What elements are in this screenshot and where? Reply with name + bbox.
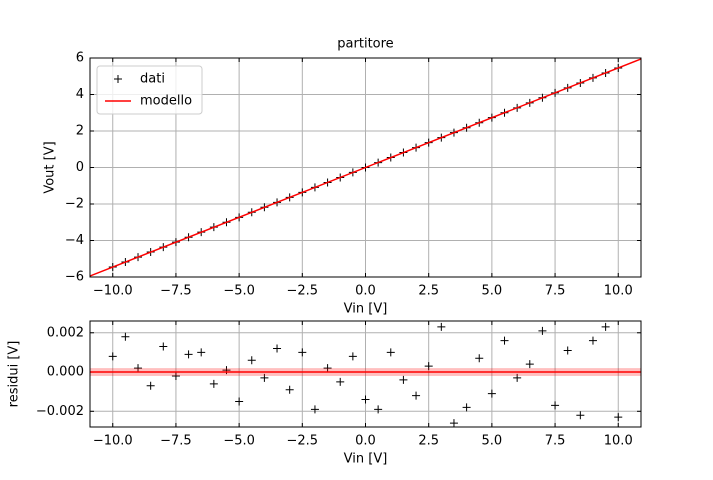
data-point <box>551 401 560 410</box>
y-tick-label: 2 <box>76 124 84 139</box>
data-point <box>412 391 421 400</box>
data-point <box>159 342 168 351</box>
model-line <box>90 58 641 277</box>
x-tick-label: −5.0 <box>223 434 255 449</box>
data-point <box>121 332 130 341</box>
y-axis-label: residui [V] <box>7 341 22 408</box>
x-tick-label: 2.5 <box>418 434 439 449</box>
data-point <box>336 377 345 386</box>
axes-frame <box>89 57 642 278</box>
data-point <box>374 405 383 414</box>
data-point <box>298 348 307 357</box>
y-tick-label: −2 <box>65 197 84 212</box>
data-point <box>361 395 370 404</box>
y-axis-label: Vout [V] <box>43 141 58 193</box>
data-point <box>247 356 256 365</box>
x-tick-label: 10.0 <box>604 434 633 449</box>
data-point <box>538 326 547 335</box>
x-tick-label: 0.0 <box>355 434 376 449</box>
data-point <box>475 354 484 363</box>
data-point <box>348 352 357 361</box>
x-tick-label: −10.0 <box>93 434 133 449</box>
y-tick-label: −6 <box>65 270 84 285</box>
data-point <box>424 362 433 371</box>
plot-area <box>90 322 641 427</box>
plot-area <box>90 58 641 277</box>
data-point <box>197 348 206 357</box>
data-point <box>323 364 332 373</box>
data-point <box>487 389 496 398</box>
data-point <box>235 397 244 406</box>
x-tick-label: −5.0 <box>223 284 255 299</box>
data-point <box>588 336 597 345</box>
data-point <box>449 419 458 427</box>
y-tick-label: 0.002 <box>47 325 84 340</box>
legend-label: modello <box>140 94 192 109</box>
data-point <box>576 411 585 420</box>
y-tick-label: −4 <box>65 233 84 248</box>
x-tick-label: 5.0 <box>482 284 503 299</box>
data-point <box>310 405 319 414</box>
y-tick-label: 6 <box>76 51 84 66</box>
data-point <box>184 350 193 359</box>
y-tick-label: 0 <box>76 160 84 175</box>
x-tick-label: −7.5 <box>160 284 192 299</box>
x-tick-label: 5.0 <box>482 434 503 449</box>
data-point <box>134 364 143 373</box>
y-tick-label: 0.000 <box>47 365 84 380</box>
data-point <box>437 322 446 331</box>
x-tick-label: 7.5 <box>545 284 566 299</box>
data-point <box>260 373 269 382</box>
x-axis-label: Vin [V] <box>344 302 388 317</box>
y-tick-label: 4 <box>76 87 84 102</box>
data-point <box>614 413 623 422</box>
data-point <box>386 348 395 357</box>
legend-swatch <box>114 75 122 83</box>
data-point <box>563 346 572 355</box>
x-tick-label: 0.0 <box>355 284 376 299</box>
x-tick-label: −7.5 <box>160 434 192 449</box>
data-point <box>525 360 534 369</box>
data-point <box>601 322 610 331</box>
data-point <box>285 385 294 394</box>
data-point <box>209 379 218 388</box>
x-tick-label: 10.0 <box>604 284 633 299</box>
y-tick-label: −0.002 <box>36 404 84 419</box>
x-tick-label: −2.5 <box>287 284 319 299</box>
data-point <box>500 336 509 345</box>
x-tick-label: 7.5 <box>545 434 566 449</box>
legend-label: dati <box>140 72 165 87</box>
data-point <box>146 381 155 390</box>
data-point <box>513 373 522 382</box>
x-axis-label: Vin [V] <box>344 452 388 467</box>
data-point <box>171 371 180 380</box>
data-point <box>108 352 117 361</box>
data-point <box>399 375 408 384</box>
data-point <box>273 344 282 353</box>
data-point <box>462 403 471 412</box>
chart-title: partitore <box>337 37 393 52</box>
x-tick-label: −2.5 <box>287 434 319 449</box>
legend-box <box>96 65 203 115</box>
x-tick-label: 2.5 <box>418 284 439 299</box>
axes-frame <box>89 320 642 428</box>
x-tick-label: −10.0 <box>93 284 133 299</box>
